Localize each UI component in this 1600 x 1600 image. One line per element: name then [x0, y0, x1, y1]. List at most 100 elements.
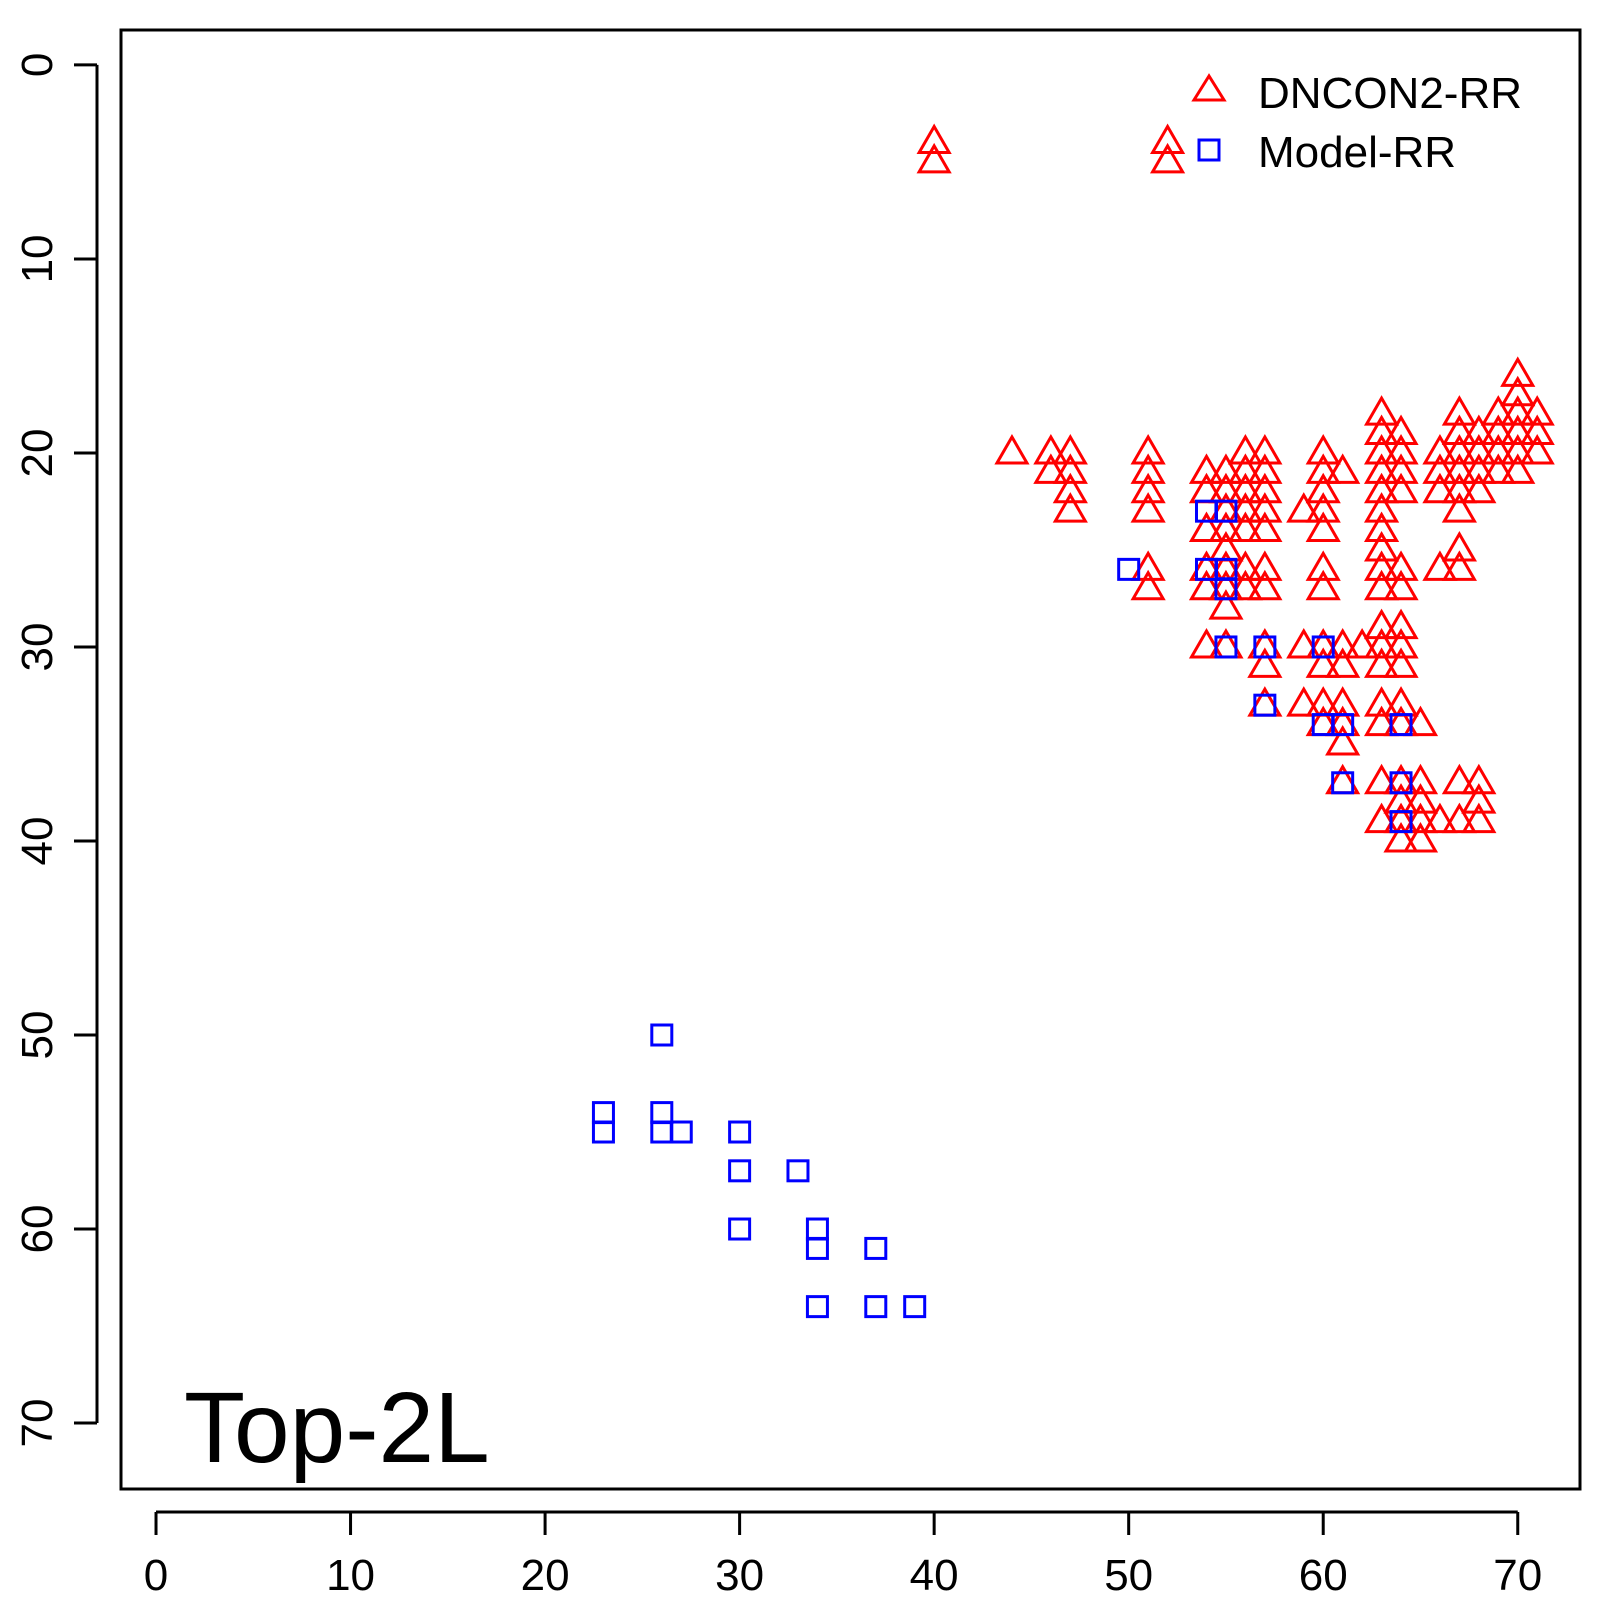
triangle-point: [1519, 395, 1555, 426]
triangle-point: [1188, 453, 1225, 484]
triangle-point: [1227, 433, 1263, 465]
triangle-point: [1286, 686, 1322, 717]
square-point: [864, 1295, 888, 1319]
triangle-point: [1402, 821, 1439, 853]
triangle-point: [1383, 433, 1419, 465]
x-tick-label: 30: [715, 1551, 764, 1600]
triangle-point: [1461, 414, 1497, 446]
triangle-point: [1500, 453, 1536, 484]
triangle-point: [1286, 492, 1322, 523]
triangle-point: [1519, 414, 1555, 446]
triangle-point: [1247, 550, 1283, 581]
triangle-point: [1325, 627, 1361, 659]
triangle-point: [1052, 453, 1088, 484]
square-point: [1311, 635, 1335, 659]
square-point: [1117, 557, 1141, 581]
triangle-point: [1247, 453, 1283, 484]
triangle-point: [1363, 763, 1400, 795]
triangle-point: [1188, 627, 1225, 659]
triangle-point: [1363, 395, 1400, 426]
x-axis: 0 10 20 30 40 50 60 70: [144, 1510, 1542, 1600]
square-point: [903, 1295, 927, 1319]
triangle-point: [1130, 433, 1166, 465]
triangle-point: [994, 433, 1030, 465]
triangle-point: [1363, 433, 1400, 465]
triangle-point: [1286, 627, 1322, 659]
triangle-point: [1402, 763, 1439, 795]
y-tick-label: 70: [13, 1399, 62, 1448]
y-axis: 0 10 20 30 40 50 60 70: [13, 53, 99, 1448]
triangle-point: [1480, 414, 1516, 446]
triangle-point: [1363, 705, 1400, 737]
triangle-point: [1247, 472, 1283, 504]
triangle-point: [1052, 472, 1088, 504]
series-layer: [591, 123, 1555, 1319]
y-tick-label: 20: [13, 428, 62, 477]
y-tick-label: 10: [13, 234, 62, 283]
triangle-point: [1305, 472, 1341, 504]
triangle-point: [1441, 550, 1477, 581]
triangle-point: [1363, 414, 1400, 446]
triangle-point: [1402, 783, 1439, 814]
triangle-point: [1052, 433, 1088, 465]
series-dncon2-rr: [916, 123, 1555, 853]
triangle-point: [1325, 647, 1361, 678]
triangle-point: [1461, 802, 1497, 834]
triangle-point: [1383, 472, 1419, 504]
triangle-point: [1305, 433, 1341, 465]
triangle-point: [1363, 511, 1400, 543]
square-point: [1331, 713, 1355, 737]
triangle-point: [1033, 433, 1069, 465]
triangle-point: [1441, 414, 1477, 446]
x-tick-label: 20: [521, 1551, 570, 1600]
triangle-point: [1422, 453, 1458, 484]
triangle-point: [1227, 492, 1263, 523]
triangle-point: [1305, 569, 1341, 601]
triangle-point: [1383, 647, 1419, 678]
triangle-point: [916, 123, 952, 155]
triangle-point: [1461, 763, 1497, 795]
triangle-point: [1441, 802, 1477, 834]
legend-label-model: Model-RR: [1258, 128, 1456, 177]
triangle-point: [1383, 608, 1419, 640]
triangle-point: [1052, 492, 1088, 523]
triangle-point: [1305, 647, 1341, 678]
triangle-point: [1247, 647, 1283, 678]
triangle-point: [1422, 433, 1458, 465]
legend: DNCON2-RR Model-RR: [1191, 69, 1522, 177]
triangle-point: [1480, 395, 1516, 426]
square-point: [669, 1120, 693, 1144]
square-point: [650, 1023, 674, 1047]
triangle-point: [1344, 627, 1380, 659]
triangle-point: [1441, 433, 1477, 465]
x-tick-label: 60: [1299, 1551, 1348, 1600]
triangle-point: [1383, 414, 1419, 446]
triangle-point: [1441, 395, 1477, 426]
triangle-point: [1461, 433, 1497, 465]
square-point: [728, 1159, 752, 1183]
triangle-point: [1227, 511, 1263, 543]
square-point: [1389, 713, 1413, 737]
triangle-point: [1227, 550, 1263, 581]
triangle-point: [1208, 453, 1244, 484]
triangle-point: [1305, 453, 1341, 484]
triangle-point: [1227, 569, 1263, 601]
triangle-point: [1130, 492, 1166, 523]
triangle-point: [1480, 453, 1516, 484]
x-tick-label: 10: [326, 1551, 375, 1600]
legend-square-icon: [1197, 138, 1221, 162]
square-point: [864, 1236, 888, 1260]
square-point: [805, 1295, 829, 1319]
triangle-point: [1363, 802, 1400, 834]
triangle-point: [1422, 472, 1458, 504]
square-point: [786, 1159, 810, 1183]
triangle-point: [1461, 453, 1497, 484]
triangle-point: [1500, 395, 1536, 426]
triangle-point: [916, 142, 952, 174]
triangle-point: [1208, 589, 1244, 620]
x-tick-label: 0: [144, 1551, 168, 1600]
triangle-point: [1227, 472, 1263, 504]
triangle-point: [1149, 123, 1186, 155]
triangle-point: [1500, 414, 1536, 446]
